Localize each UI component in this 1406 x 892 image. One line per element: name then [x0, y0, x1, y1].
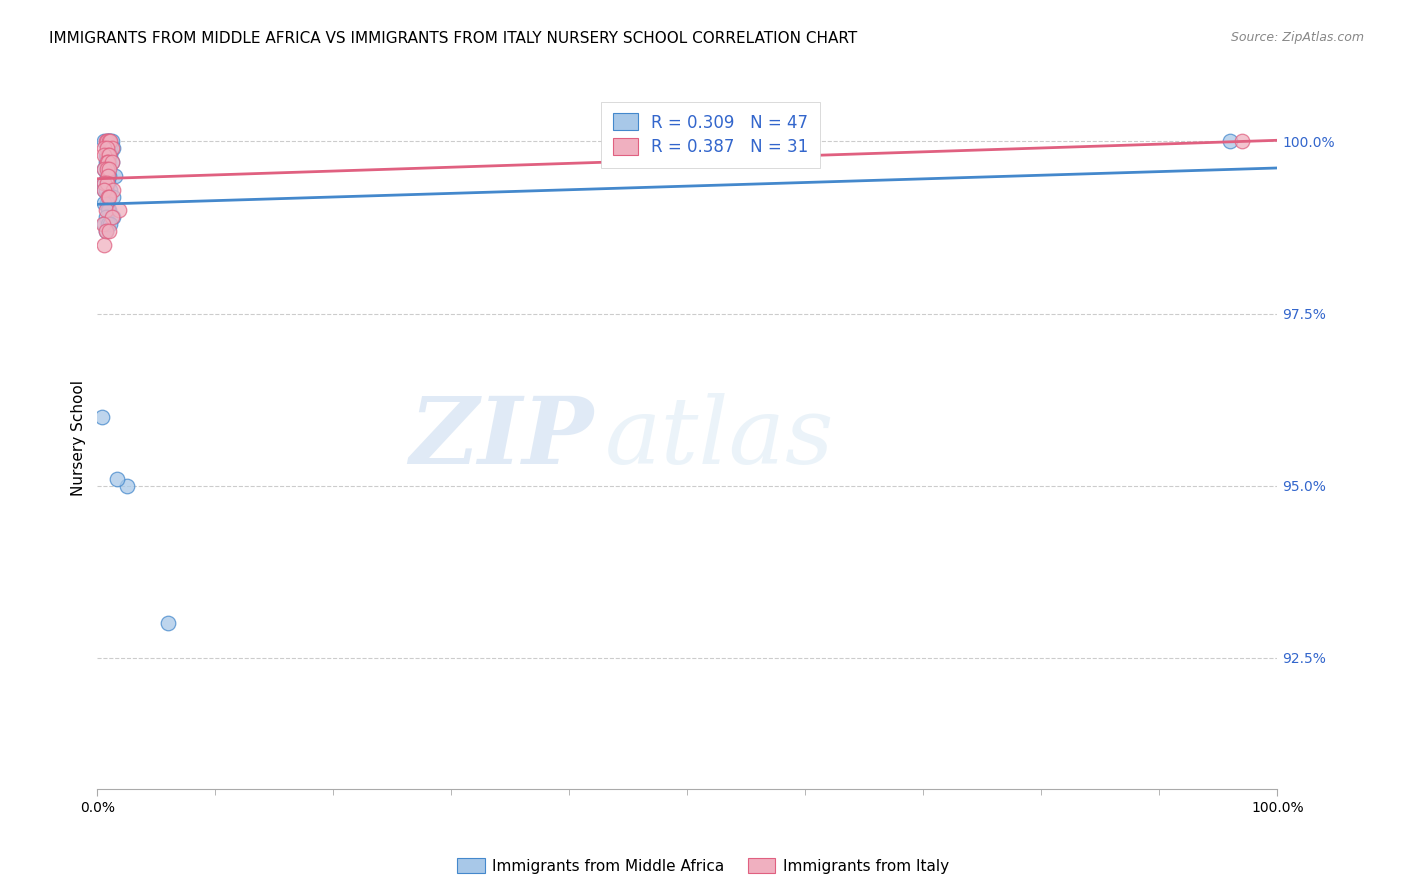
Point	[94, 155, 117, 169]
Point	[107, 472, 129, 486]
Point	[97, 135, 120, 149]
Point	[93, 176, 115, 190]
Point	[94, 224, 117, 238]
Point	[94, 210, 117, 224]
Point	[107, 203, 129, 218]
Point	[100, 210, 122, 224]
Point	[100, 141, 122, 155]
Text: Source: ZipAtlas.com: Source: ZipAtlas.com	[1230, 31, 1364, 45]
Point	[94, 224, 117, 238]
Point	[93, 217, 115, 231]
Point	[97, 155, 120, 169]
Point	[94, 135, 117, 149]
Point	[93, 135, 115, 149]
Point	[101, 189, 124, 203]
Point	[98, 135, 121, 149]
Point	[98, 169, 121, 183]
Point	[100, 135, 122, 149]
Point	[93, 196, 115, 211]
Legend: Immigrants from Middle Africa, Immigrants from Italy: Immigrants from Middle Africa, Immigrant…	[451, 852, 955, 880]
Point	[93, 237, 115, 252]
Point	[101, 141, 124, 155]
Point	[100, 155, 122, 169]
Point	[97, 176, 120, 190]
Point	[97, 203, 120, 218]
Point	[98, 189, 121, 203]
Point	[100, 155, 122, 169]
Point	[1230, 135, 1253, 149]
Point	[98, 155, 121, 169]
Text: atlas: atlas	[605, 392, 834, 483]
Point	[98, 203, 121, 218]
Point	[98, 161, 121, 176]
Point	[97, 217, 120, 231]
Point	[91, 217, 114, 231]
Point	[115, 479, 138, 493]
Point	[98, 217, 121, 231]
Point	[98, 141, 121, 155]
Point	[96, 155, 118, 169]
Point	[98, 148, 121, 162]
Point	[104, 169, 127, 183]
Point	[97, 141, 120, 155]
Point	[94, 203, 117, 218]
Point	[93, 141, 115, 155]
Y-axis label: Nursery School: Nursery School	[72, 380, 86, 496]
Point	[101, 210, 124, 224]
Point	[96, 169, 118, 183]
Point	[97, 189, 120, 203]
Point	[93, 176, 115, 190]
Point	[96, 135, 118, 149]
Point	[93, 183, 115, 197]
Point	[94, 148, 117, 162]
Point	[96, 155, 118, 169]
Point	[93, 148, 115, 162]
Point	[98, 141, 121, 155]
Point	[97, 189, 120, 203]
Point	[96, 176, 118, 190]
Point	[93, 183, 115, 197]
Point	[98, 135, 121, 149]
Point	[91, 409, 114, 424]
Point	[93, 161, 115, 176]
Point	[96, 161, 118, 176]
Point	[101, 183, 124, 197]
Point	[97, 148, 120, 162]
Point	[96, 148, 118, 162]
Point	[97, 161, 120, 176]
Point	[98, 224, 121, 238]
Point	[96, 141, 118, 155]
Point	[98, 183, 121, 197]
Point	[96, 161, 118, 176]
Point	[96, 135, 118, 149]
Point	[97, 169, 120, 183]
Point	[96, 196, 118, 211]
Text: IMMIGRANTS FROM MIDDLE AFRICA VS IMMIGRANTS FROM ITALY NURSERY SCHOOL CORRELATIO: IMMIGRANTS FROM MIDDLE AFRICA VS IMMIGRA…	[49, 31, 858, 46]
Point	[97, 155, 120, 169]
Point	[98, 148, 121, 162]
Legend: R = 0.309   N = 47, R = 0.387   N = 31: R = 0.309 N = 47, R = 0.387 N = 31	[602, 102, 820, 168]
Point	[98, 135, 121, 149]
Point	[98, 148, 121, 162]
Point	[1219, 135, 1241, 149]
Point	[157, 616, 180, 631]
Point	[98, 135, 121, 149]
Point	[94, 183, 117, 197]
Point	[93, 161, 115, 176]
Text: ZIP: ZIP	[409, 392, 593, 483]
